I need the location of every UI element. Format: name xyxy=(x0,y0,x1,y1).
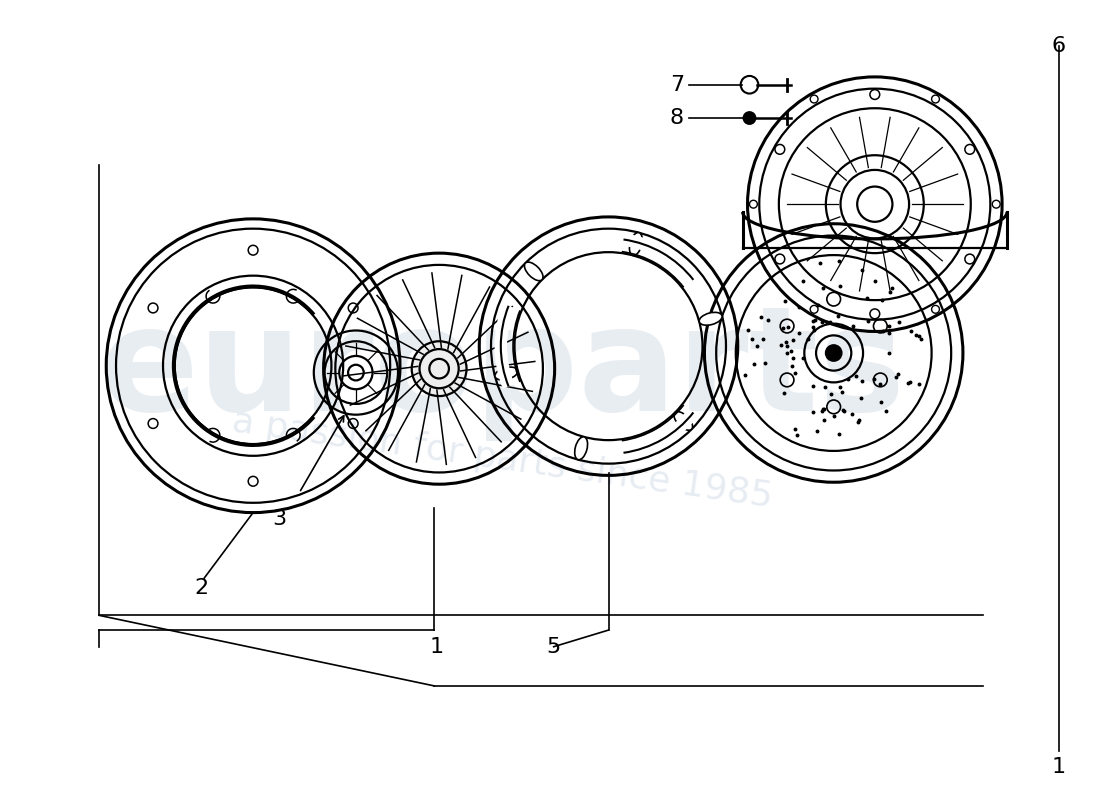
Text: europarts: europarts xyxy=(100,300,905,441)
Text: 5: 5 xyxy=(547,637,561,657)
Ellipse shape xyxy=(700,312,722,326)
Text: 8: 8 xyxy=(670,108,684,128)
Circle shape xyxy=(348,365,364,381)
Circle shape xyxy=(411,342,466,396)
Circle shape xyxy=(826,345,842,361)
Text: 1: 1 xyxy=(1052,757,1066,777)
Text: 7: 7 xyxy=(670,74,684,94)
Text: 1: 1 xyxy=(429,637,443,657)
Text: 2: 2 xyxy=(194,578,208,598)
Text: a passion for parts since 1985: a passion for parts since 1985 xyxy=(230,404,776,514)
Ellipse shape xyxy=(674,412,693,430)
Ellipse shape xyxy=(574,437,587,460)
Ellipse shape xyxy=(495,367,518,380)
Ellipse shape xyxy=(629,233,642,255)
Ellipse shape xyxy=(525,262,543,281)
Circle shape xyxy=(744,112,756,124)
Circle shape xyxy=(857,186,892,222)
Text: 6: 6 xyxy=(1052,35,1066,55)
Text: 3: 3 xyxy=(273,510,287,530)
